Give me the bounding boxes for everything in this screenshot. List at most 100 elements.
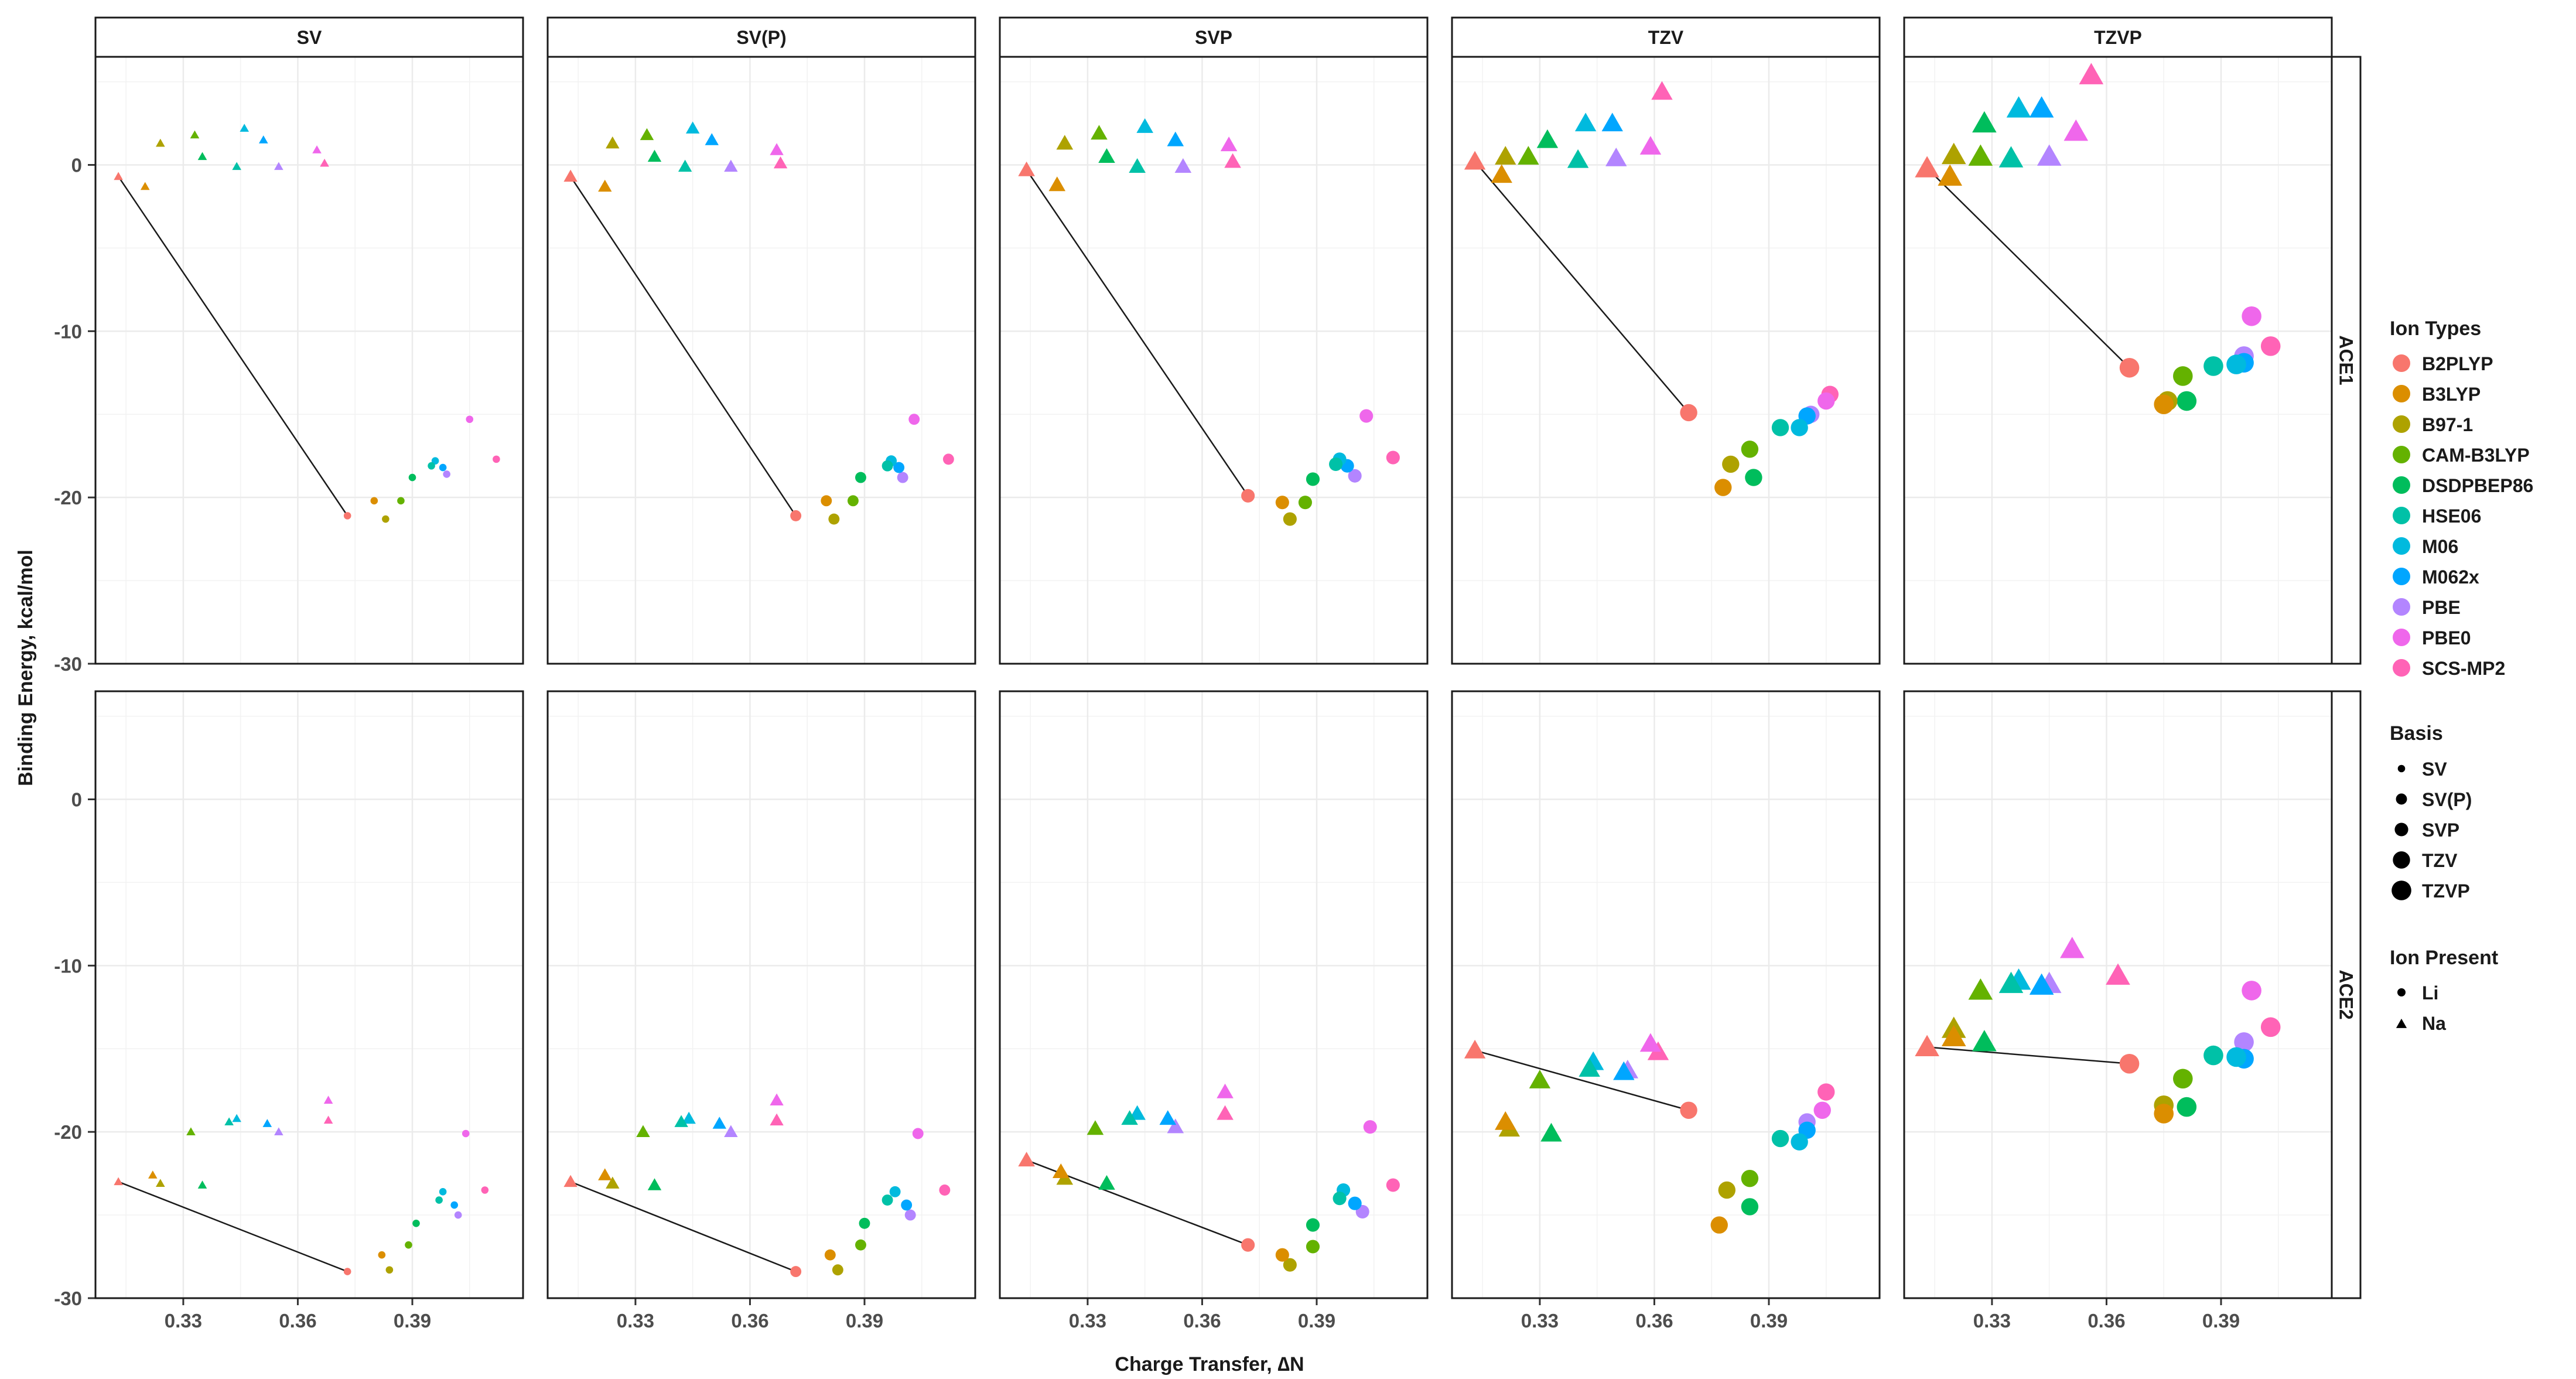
- data-point-li-pbe0: [466, 415, 474, 424]
- y-tick-label: 0: [71, 154, 82, 176]
- data-point-li-b97-1: [382, 515, 390, 523]
- data-point-li-m06: [889, 1186, 901, 1197]
- data-point-li-cam-b3lyp: [1298, 496, 1312, 510]
- legend-size-key: [2391, 880, 2411, 900]
- data-point-na-b3lyp: [1048, 176, 1066, 192]
- legend-color-label: CAM-B3LYP: [2422, 445, 2530, 466]
- connector-line: [1474, 1049, 1689, 1111]
- data-point-na-m062x: [705, 133, 719, 145]
- data-point-li-dsdpbep86: [1306, 1218, 1320, 1232]
- panel-border: [1451, 56, 1881, 665]
- data-point-li-scs-mp2: [1386, 450, 1400, 465]
- data-point-li-pbe0: [1363, 1120, 1377, 1134]
- data-point-na-m06: [682, 1111, 696, 1124]
- data-point-na-hse06: [1121, 1110, 1138, 1125]
- data-point-li-cam-b3lyp: [847, 495, 859, 507]
- data-point-li-b3lyp: [370, 497, 378, 505]
- data-point-na-pbe0: [1217, 1083, 1234, 1098]
- data-point-na-hse06: [1998, 146, 2024, 168]
- data-point-li-b3lyp: [2154, 1104, 2174, 1124]
- data-point-na-dsdpbep86: [197, 1180, 207, 1189]
- facet-strip-svp: [546, 16, 976, 58]
- data-point-li-pbe0: [908, 414, 920, 425]
- data-point-li-b3lyp: [821, 495, 832, 507]
- data-point-na-scs-mp2: [2106, 963, 2130, 985]
- panel-border: [1903, 690, 2333, 1299]
- data-point-na-pbe: [274, 162, 283, 170]
- connector-line: [1926, 168, 2130, 368]
- data-point-li-b3lyp: [1710, 1216, 1728, 1234]
- legend-size-key: [2396, 793, 2407, 805]
- panel-border: [94, 56, 524, 665]
- data-point-li-dsdpbep86: [855, 472, 866, 483]
- data-point-li-hse06: [2203, 1045, 2223, 1066]
- data-point-li-dsdpbep86: [1741, 1198, 1759, 1216]
- y-tick-label: -20: [54, 1121, 82, 1143]
- facet-label-svp: SVP: [1195, 27, 1232, 48]
- x-tick-label: 0.39: [394, 1310, 431, 1332]
- data-point-na-dsdpbep86: [197, 152, 207, 161]
- data-point-li-m06: [431, 457, 439, 465]
- data-point-na-cam-b3lyp: [1968, 978, 1993, 1000]
- data-point-na-pbe0: [1220, 136, 1238, 152]
- legend-color-key: [2393, 476, 2410, 494]
- data-point-na-pbe0: [2063, 119, 2089, 141]
- data-point-na-pbe: [724, 159, 738, 172]
- data-point-li-b2plyp: [1680, 1101, 1697, 1119]
- data-point-li-scs-mp2: [942, 453, 954, 465]
- legend-shape-title: Ion Present: [2390, 947, 2498, 969]
- y-tick-label: -10: [54, 955, 82, 977]
- data-point-na-pbe0: [1639, 1033, 1662, 1052]
- data-point-na-hse06: [1567, 149, 1589, 168]
- data-point-li-b3lyp: [1275, 1248, 1289, 1262]
- data-point-na-scs-mp2: [323, 1115, 333, 1124]
- data-point-li-b3lyp: [1275, 496, 1289, 510]
- data-point-na-pbe: [2037, 144, 2062, 166]
- legend-color-key: [2393, 659, 2410, 677]
- data-point-na-b3lyp: [148, 1170, 158, 1179]
- legend-size-key: [2393, 851, 2410, 869]
- data-point-na-dsdpbep86: [647, 149, 662, 162]
- data-point-na-cam-b3lyp: [190, 130, 200, 139]
- row-label-ace1: ACE1: [2336, 335, 2357, 385]
- legend-color-key: [2393, 446, 2410, 463]
- connector-line: [1026, 169, 1249, 497]
- x-tick-label: 0.36: [1183, 1310, 1221, 1332]
- legend-size-label: TZV: [2422, 850, 2458, 871]
- legend-color-label: HSE06: [2422, 506, 2481, 527]
- data-point-na-pbe0: [770, 143, 784, 155]
- data-point-li-hse06: [882, 1194, 893, 1206]
- panel-sv-ace2: [94, 690, 524, 1299]
- data-point-na-dsdpbep86: [1536, 129, 1559, 148]
- panel-border: [1903, 56, 2333, 665]
- data-point-na-m06: [685, 121, 700, 134]
- legend-color-key: [2393, 354, 2410, 372]
- data-point-li-m06: [1791, 419, 1808, 436]
- panel-background: [95, 57, 523, 664]
- data-point-li-pbe: [897, 472, 908, 483]
- data-point-li-pbe: [443, 470, 450, 478]
- x-tick-label: 0.36: [279, 1310, 316, 1332]
- legend-color-key: [2393, 568, 2410, 585]
- data-point-li-cam-b3lyp: [2173, 1069, 2193, 1089]
- data-point-na-pbe0: [2059, 937, 2085, 958]
- data-point-li-dsdpbep86: [859, 1217, 870, 1229]
- panel-svp-ace2: [546, 690, 976, 1299]
- panel-tzv-ace1: [1451, 56, 1881, 665]
- data-point-li-pbe0: [2242, 306, 2261, 326]
- data-point-na-m062x: [1601, 112, 1623, 132]
- data-point-na-b3lyp: [1938, 164, 1963, 186]
- panel-background: [548, 57, 975, 664]
- data-point-li-m062x: [1348, 1196, 1362, 1210]
- data-point-li-m062x: [901, 1199, 913, 1211]
- data-point-na-cam-b3lyp: [1091, 125, 1108, 140]
- data-point-na-scs-mp2: [773, 156, 788, 169]
- legend-size-key: [2394, 822, 2408, 837]
- data-point-na-pbe: [724, 1125, 738, 1137]
- x-tick-label: 0.39: [2202, 1310, 2240, 1332]
- legend-color-label: M06: [2422, 536, 2458, 557]
- panel-background: [1904, 57, 2332, 664]
- data-point-li-scs-mp2: [1817, 1083, 1835, 1101]
- legend-color-label: B2PLYP: [2422, 353, 2493, 374]
